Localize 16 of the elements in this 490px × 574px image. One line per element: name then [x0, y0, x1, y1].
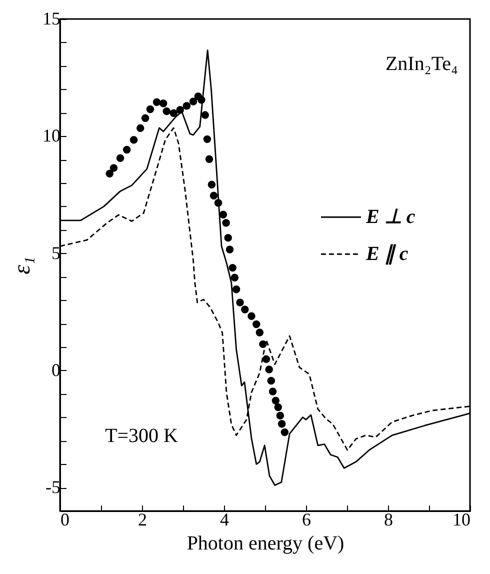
y-tick-label: 0 — [52, 360, 60, 380]
x-tick-label: 4 — [220, 510, 229, 530]
x-tick-label: 8 — [384, 510, 393, 530]
y-axis-title: ε₁ — [10, 256, 36, 274]
y-tick-label: 15 — [42, 8, 60, 28]
y-tick-label: -5 — [46, 477, 60, 498]
annotation: ZnIn₂Te₄ — [385, 53, 458, 75]
legend-label: E ⊥ c — [365, 206, 416, 228]
annotation: T=300 K — [105, 425, 178, 447]
y-tick-label: 10 — [42, 126, 60, 146]
x-tick-label: 6 — [302, 510, 311, 530]
y-tick-label: 5 — [52, 242, 60, 263]
x-tick-label: 2 — [138, 510, 147, 530]
legend-label: E ∥ c — [365, 243, 408, 266]
x-tick-label: 10 — [452, 510, 470, 530]
x-axis-title: Photon energy (eV) — [186, 532, 344, 554]
